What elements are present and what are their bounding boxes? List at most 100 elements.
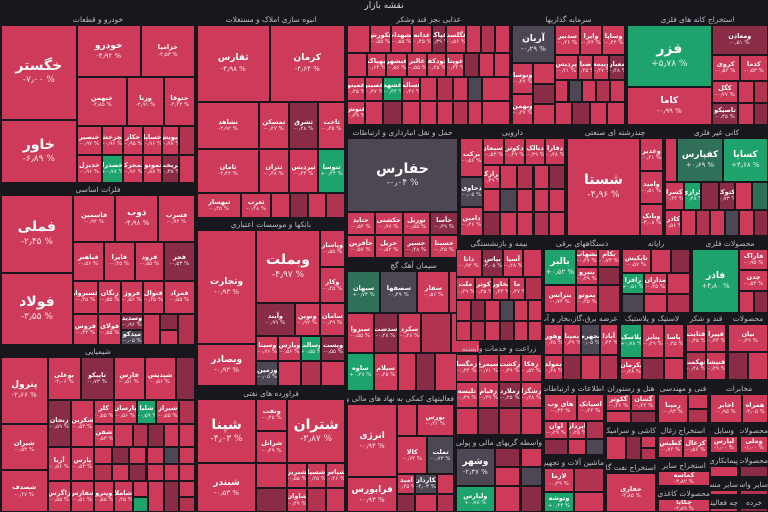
stock-tile[interactable]: نیان -۰٫۴۹ % <box>728 324 768 352</box>
stock-tile[interactable] <box>420 77 437 101</box>
stock-tile[interactable]: چکاپا -۴٫۸۹ % <box>658 499 710 512</box>
stock-tile[interactable] <box>581 354 600 380</box>
stock-tile[interactable] <box>160 330 178 345</box>
stock-tile[interactable]: وآیند -۰٫۹۹ % <box>256 303 295 337</box>
stock-tile[interactable] <box>533 104 555 125</box>
stock-tile[interactable] <box>456 408 478 435</box>
stock-tile[interactable] <box>179 423 195 447</box>
stock-tile[interactable] <box>271 192 291 218</box>
stock-tile[interactable] <box>499 188 517 213</box>
stock-tile[interactable] <box>595 80 611 102</box>
stock-tile[interactable]: وغدیر -۰٫۴۱ % <box>639 138 663 172</box>
stock-tile[interactable] <box>710 508 738 512</box>
stock-tile[interactable]: شفن -۰٫۵۳ % <box>94 423 114 447</box>
stock-tile[interactable] <box>574 492 604 512</box>
stock-tile[interactable] <box>434 352 458 391</box>
stock-tile[interactable] <box>179 154 195 183</box>
stock-tile[interactable] <box>533 63 555 84</box>
stock-tile[interactable] <box>528 299 542 321</box>
stock-tile[interactable]: کوثر-۰٫۴۵ % <box>474 276 493 300</box>
stock-tile[interactable]: ومعادن -۰٫۵۱ % <box>711 25 768 55</box>
stock-tile[interactable] <box>549 212 565 236</box>
stock-tile[interactable]: وساپا -۰٫۴۴ % <box>602 25 625 55</box>
stock-tile[interactable]: بالبر +۰٫۵۲ % <box>544 249 576 285</box>
stock-tile[interactable] <box>514 320 529 341</box>
stock-tile[interactable]: شبندر -۰٫۵۳ % <box>197 463 257 512</box>
stock-tile[interactable]: حریل -۰٫۵۲ % <box>374 235 403 258</box>
stock-tile[interactable] <box>574 468 604 493</box>
stock-tile[interactable] <box>549 188 565 213</box>
stock-tile[interactable] <box>482 101 510 125</box>
stock-tile[interactable]: قپیرا -۰٫۴۴ % <box>706 324 726 352</box>
stock-tile[interactable]: ثامان -۴٫۴۴ % <box>197 148 260 193</box>
stock-tile[interactable]: انرژی -۰٫۹۴ % <box>347 404 398 478</box>
stock-tile[interactable] <box>499 212 517 236</box>
stock-tile[interactable] <box>477 408 499 435</box>
stock-tile[interactable]: توریل -۰٫۵۵ % <box>402 212 431 236</box>
stock-tile[interactable] <box>494 486 521 512</box>
stock-tile[interactable]: خزامیا -۴٫۵۳ % <box>140 25 195 78</box>
stock-tile[interactable]: حتاید -۰٫۵۴ % <box>347 212 375 236</box>
stock-tile[interactable]: وسینا -۰٫۷۶ % <box>256 336 279 362</box>
stock-tile[interactable]: وپست -۰٫۵۵ % <box>321 336 345 362</box>
stock-tile[interactable]: خبهمن -۴٫۸۵ % <box>76 77 128 127</box>
stock-tile[interactable] <box>665 138 678 183</box>
stock-tile[interactable]: ونوسا -۰٫۴۷ % <box>512 63 534 94</box>
stock-tile[interactable]: دحاوی -۰٫۰۵ % <box>460 177 484 207</box>
stock-tile[interactable] <box>533 165 550 189</box>
stock-tile[interactable] <box>520 486 542 512</box>
stock-tile[interactable]: شاوان -۰٫۴۹ % <box>287 488 307 512</box>
stock-tile[interactable]: اخابر -۰٫۹۵ % <box>710 394 742 423</box>
stock-tile[interactable]: بورس -۰٫۴۱ % <box>416 404 454 437</box>
stock-tile[interactable]: غسالم-۰٫۴۶ % <box>402 77 421 101</box>
stock-tile[interactable] <box>554 102 572 125</box>
stock-tile[interactable]: وشهر -۲٫۴۷ % <box>456 448 495 487</box>
stock-tile[interactable]: کماسه -۳٫۸۲ % <box>658 471 710 486</box>
stock-tile[interactable]: چدن -۰٫۵۳ % <box>739 270 768 292</box>
stock-tile[interactable]: خاور -۶٫۸۹ % <box>1 119 77 183</box>
stock-tile[interactable] <box>740 466 768 477</box>
stock-tile[interactable]: خمحرکه-۰٫۹۶ % <box>123 154 143 183</box>
stock-tile[interactable]: همراه -۳٫۰۵ % <box>741 394 768 423</box>
stock-tile[interactable]: زشگزا -۰٫۴۸ % <box>520 381 542 409</box>
stock-tile[interactable]: وسالت+۰٫۵۵ % <box>300 336 322 362</box>
stock-tile[interactable]: بنیرو -۰٫۴۹ % <box>575 266 598 285</box>
stock-tile[interactable] <box>420 101 437 125</box>
stock-tile[interactable] <box>452 77 468 101</box>
stock-tile[interactable]: بموتو -۰٫۴۵ % <box>575 284 598 313</box>
stock-tile[interactable]: خریخت-۰٫۳۸ % <box>162 154 180 183</box>
stock-tile[interactable]: پاسا -۰٫۴۵ % <box>663 324 684 358</box>
stock-tile[interactable] <box>456 320 471 341</box>
stock-tile[interactable]: پتایر -۰٫۴۹ % <box>642 324 664 358</box>
stock-tile[interactable]: کسرا-۰٫۴۴ % <box>665 182 684 210</box>
stock-tile[interactable]: دکوثر -۰٫۴۹ % <box>504 138 526 166</box>
stock-tile[interactable] <box>436 474 454 494</box>
stock-tile[interactable] <box>740 508 768 512</box>
stock-tile[interactable]: کفپارس +۰٫۶۹ % <box>677 138 723 183</box>
stock-tile[interactable]: خدیزل -۰٫۹۶ % <box>76 154 102 183</box>
stock-tile[interactable]: تاصیکو -۰٫۴۵ % <box>711 103 739 125</box>
stock-tile[interactable] <box>94 463 112 481</box>
stock-tile[interactable]: پارس -۰٫۵۳ % <box>70 446 95 481</box>
stock-tile[interactable]: آریا -۰٫۵۶ % <box>47 446 71 481</box>
stock-tile[interactable] <box>520 467 542 487</box>
stock-tile[interactable]: خنصیر -۰٫۹۷ % <box>76 126 102 155</box>
stock-tile[interactable] <box>113 423 133 447</box>
stock-tile[interactable] <box>465 25 481 53</box>
stock-tile[interactable] <box>589 102 607 125</box>
stock-tile[interactable] <box>753 103 768 125</box>
stock-tile[interactable] <box>533 212 550 236</box>
stock-tile[interactable]: کدما -۰٫۵۳ % <box>739 55 768 81</box>
stock-tile[interactable]: فسرب -۰٫۹۲ % <box>158 195 195 242</box>
stock-tile[interactable]: وبهمن -۰٫۴۷ % <box>512 94 534 125</box>
stock-tile[interactable]: گکوثر -۰٫۴۶ % <box>606 394 631 412</box>
stock-tile[interactable]: لپارس -۱٫۰۰ % <box>710 436 738 453</box>
stock-tile[interactable]: دانا -۰٫۹۲ % <box>456 249 482 277</box>
stock-tile[interactable]: قهکمت-۰٫۴۸ % <box>686 352 706 380</box>
stock-tile[interactable]: رافزا +۰٫۵۱ % <box>622 273 644 294</box>
stock-tile[interactable]: غگلستا-۰٫۵۶ % <box>446 25 466 53</box>
stock-tile[interactable]: وزمین -۰٫۰۵ % <box>256 361 279 386</box>
stock-tile[interactable]: ونوین -۰٫۹۲ % <box>294 303 320 337</box>
stock-tile[interactable]: فرابورس -۰٫۹۳ % <box>347 477 398 512</box>
stock-tile[interactable] <box>397 493 416 512</box>
